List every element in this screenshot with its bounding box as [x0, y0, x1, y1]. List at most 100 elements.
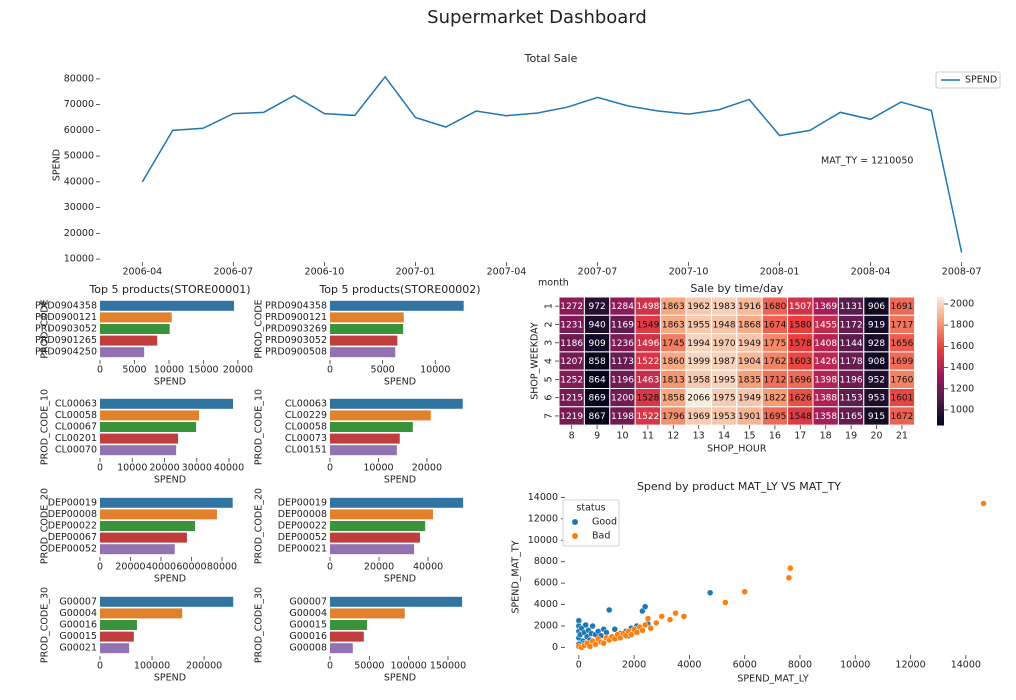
y-tick-label: CL00070: [55, 445, 97, 456]
y-axis-label: PROD_CODE_30: [40, 587, 51, 663]
x-axis-label: SPEND_MAT_LY: [737, 674, 808, 685]
y-axis-label: SPEND_MAT_TY: [511, 540, 522, 613]
x-tick-label: 5000: [122, 365, 146, 376]
colorbar-segment: [937, 305, 944, 308]
x-tick-label: 150000: [430, 661, 466, 672]
y-tick-label: PRD0903052: [265, 335, 327, 346]
cell-label: 1236: [611, 339, 634, 349]
bar: [330, 433, 400, 444]
y-tick-label: CL00229: [285, 410, 327, 421]
cell-label: 1272: [560, 302, 583, 312]
x-tick-label: 2006-10: [305, 267, 345, 278]
y-tick-label: 80000: [64, 73, 94, 84]
cell-label: 1580: [789, 320, 812, 330]
cell-label: 1860: [662, 357, 685, 367]
bar: [100, 608, 183, 619]
cell-label: 1169: [611, 320, 634, 330]
y-tick-label: DEP00052: [278, 532, 327, 543]
x-tick-label: 14000: [951, 660, 981, 671]
x-tick-label: 12: [667, 431, 679, 442]
cell-label: 869: [589, 394, 606, 404]
point: [603, 629, 610, 636]
colorbar-segment: [937, 419, 944, 422]
cell-label: 1172: [840, 320, 863, 330]
x-tick-label: 40000: [214, 463, 244, 474]
legend-label: Good: [592, 517, 617, 528]
y-tick-label: CL00201: [55, 433, 97, 444]
colorbar-segment: [937, 339, 944, 342]
bar: [330, 631, 364, 642]
bar: [330, 335, 398, 346]
colorbar-label: 1000: [950, 404, 974, 415]
line: [141, 75, 963, 253]
x-tick-label: 0: [327, 365, 333, 376]
colorbar-segment: [937, 353, 944, 356]
bar: [330, 608, 405, 619]
x-axis-label: SPEND: [154, 377, 186, 388]
x-tick-label: 100000: [134, 661, 170, 672]
cell-label: 1656: [890, 339, 913, 349]
colorbar-segment: [937, 335, 944, 338]
x-tick-label: 14: [718, 431, 730, 442]
colorbar-label: 1200: [950, 383, 974, 394]
y-axis-label: PROD_CODE_30: [254, 587, 265, 663]
point: [600, 639, 607, 647]
x-axis-label: SPEND: [154, 673, 186, 684]
y-tick-label: 6000: [534, 578, 558, 589]
colorbar-segment: [937, 387, 944, 390]
point: [787, 564, 794, 572]
cell-label: 1408: [814, 339, 837, 349]
colorbar-label: 2000: [950, 298, 974, 309]
y-tick-label: 40000: [64, 176, 94, 187]
cell-label: 1796: [662, 412, 685, 422]
y-tick-label: DEP00008: [278, 509, 327, 520]
cell-label: 1983: [713, 302, 736, 312]
colorbar-segment: [937, 407, 944, 410]
colorbar-segment: [937, 303, 944, 306]
bar: [100, 497, 233, 508]
x-tick-label: 16: [769, 431, 781, 442]
y-tick-label: CL00073: [285, 433, 327, 444]
point: [611, 626, 619, 633]
colorbar-segment: [937, 381, 944, 384]
colorbar-segment: [937, 355, 944, 358]
x-tick-label: 60000: [176, 562, 206, 573]
y-tick-label: 60000: [64, 125, 94, 136]
colorbar-segment: [937, 367, 944, 370]
colorbar-segment: [937, 401, 944, 404]
point: [641, 621, 649, 629]
cell-label: 1219: [560, 412, 583, 422]
bar: [100, 631, 134, 642]
colorbar-segment: [937, 385, 944, 388]
colorbar-segment: [937, 317, 944, 320]
x-tick-label: 15: [743, 431, 755, 442]
x-tick-label: 2007-07: [578, 267, 618, 278]
cell-label: 908: [868, 357, 885, 367]
colorbar-segment: [937, 321, 944, 324]
y-tick-label: 30000: [64, 202, 94, 213]
y-tick-label: 50000: [64, 151, 94, 162]
cell-label: 1813: [662, 375, 685, 385]
cell-label: 1674: [763, 320, 786, 330]
bar: [330, 300, 464, 311]
heatmap-cell: [888, 406, 916, 426]
x-tick-label: 80000: [207, 562, 237, 573]
cell-label: 1231: [560, 320, 583, 330]
cell-label: 915: [868, 412, 885, 422]
x-tick-label: 10: [616, 431, 628, 442]
cell-label: 867: [589, 412, 606, 422]
x-tick-label: 2007-01: [396, 267, 436, 278]
colorbar-segment: [937, 369, 944, 372]
cell-label: 1955: [687, 320, 710, 330]
cell-label: 909: [589, 339, 606, 349]
cell-label: 1522: [636, 357, 659, 367]
y-tick-label: PRD0904358: [265, 300, 327, 311]
bar: [100, 347, 145, 358]
x-tick-label: 0: [327, 562, 333, 573]
cell-label: 864: [589, 375, 606, 385]
point: [652, 619, 660, 627]
point: [605, 606, 613, 614]
y-axis-label: PROD_CODE_10: [254, 389, 265, 465]
colorbar-segment: [937, 379, 944, 382]
colorbar-segment: [937, 357, 944, 360]
